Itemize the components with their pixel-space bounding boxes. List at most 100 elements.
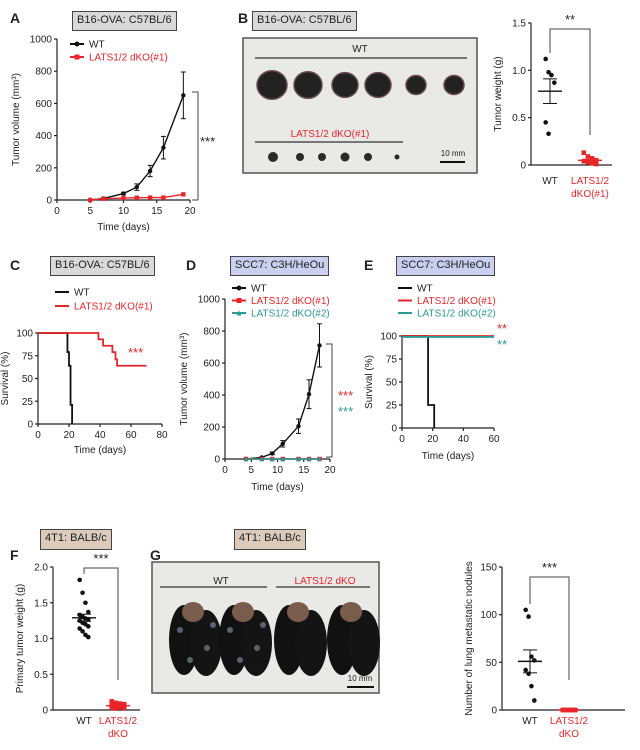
panel-g-y-axis-label: Number of lung metastatic nodules: [464, 561, 475, 716]
panel-c-x-axis-label: Time (days): [74, 445, 126, 456]
panel-label-f: F: [10, 547, 19, 563]
panel-a-x-tick-label: 10: [118, 206, 130, 217]
panel-a-data-point: [161, 145, 166, 150]
panel-g-metastatic-nodule: [204, 645, 210, 651]
panel-c-x-tick-label: 60: [125, 430, 137, 441]
panel-b-significance-stars: **: [565, 12, 575, 27]
panel-g-metastatic-nodule: [210, 622, 216, 628]
panel-c-legend-label: WT: [74, 288, 90, 299]
panel-d-y-tick-label: 800: [203, 327, 220, 338]
panel-a-x-tick-label: 15: [151, 206, 163, 217]
panel-g-metastatic-nodule: [227, 627, 233, 633]
panel-g-category-label: WT: [522, 716, 538, 727]
panel-f-category-label: WT: [76, 716, 92, 727]
panel-label-e: E: [364, 257, 374, 273]
panel-e-y-tick-label: 0: [391, 424, 397, 435]
panel-b-title: B16-OVA: C57BL/6: [252, 11, 357, 31]
panel-d-y-tick-label: 600: [203, 359, 220, 370]
panel-b-y-axis-label: Tumor weight (g): [493, 56, 504, 131]
panel-d-y-tick-label: 200: [203, 423, 220, 434]
panel-a-y-tick-label: 600: [35, 99, 52, 110]
panel-g-y-tick-label: 50: [486, 658, 498, 669]
panel-b-category-label: dKO(#1): [571, 189, 609, 200]
panel-c-x-tick-label: 40: [94, 430, 106, 441]
panel-f-data-point: [109, 699, 115, 704]
panel-d-data-point: [280, 441, 285, 446]
panel-c-y-tick-label: 50: [22, 374, 34, 385]
panel-a-data-point: [181, 192, 186, 197]
panel-f-y-tick-label: 2.0: [34, 563, 48, 574]
panel-a-y-tick-label: 800: [35, 67, 52, 78]
panel-c-x-tick-label: 0: [35, 430, 41, 441]
panel-b-data-point: [543, 56, 548, 62]
panel-e-survival-curve: [402, 335, 436, 428]
panel-a-legend-label: WT: [89, 40, 105, 51]
panel-b-y-tick-label: 1.5: [512, 19, 526, 30]
panel-d-y-axis-label: Tumor volume (mm³): [179, 333, 190, 426]
panel-a-significance-bracket: [192, 91, 199, 201]
panel-d-data-point: [259, 456, 264, 462]
panel-a-title: B16-OVA: C57BL/6: [72, 11, 177, 31]
panel-label-g: G: [150, 547, 161, 563]
panel-d-significance-stars: ***: [338, 404, 353, 419]
panel-d-x-tick-label: 5: [248, 465, 254, 476]
panel-e-significance-stars: **: [497, 321, 507, 336]
panel-a-data-point: [147, 195, 153, 200]
panel-b-wt-tumor: [364, 71, 392, 99]
panel-d-data-point: [296, 424, 301, 429]
panel-e-y-tick-label: 100: [380, 332, 397, 343]
panel-b-data-point: [546, 69, 551, 75]
panel-g-heart-tissue: [287, 602, 309, 622]
panel-f-data-point: [80, 590, 85, 596]
panel-b-data-point: [589, 160, 595, 166]
panel-e-legend-label: LATS1/2 dKO(#1): [417, 296, 496, 307]
panel-b-significance-bracket: [549, 28, 591, 135]
panel-g-photo-wt-label: WT: [213, 576, 229, 587]
panel-g-metastatic-nodule: [254, 645, 260, 651]
panel-b-ko-tumor: [318, 153, 326, 161]
panel-c-survival-curve: [38, 332, 73, 424]
panel-e-x-tick-label: 20: [427, 434, 439, 445]
panel-f-y-tick-label: 0: [42, 706, 48, 717]
panel-a-y-axis-label: Tumor volume (mm³): [11, 73, 22, 166]
panel-a-data-point: [121, 195, 126, 201]
panel-f-data-point: [80, 629, 85, 634]
panel-d-x-axis-label: Time (days): [251, 482, 303, 493]
panel-d-data-point: [306, 392, 312, 397]
panel-g-photo-ko-label: LATS1/2 dKO: [295, 576, 356, 587]
panel-b-wt-tumor: [405, 74, 427, 96]
panel-e-legend-label: LATS1/2 dKO(#2): [417, 309, 496, 320]
panel-a-x-axis-label: Time (days): [97, 222, 149, 233]
panel-d-x-tick-label: 20: [324, 465, 336, 476]
panel-b-data-point: [589, 156, 595, 161]
panel-b-category-label: LATS1/2: [571, 176, 610, 187]
panel-f-category-label: dKO: [108, 729, 128, 740]
panel-label-c: C: [10, 257, 21, 273]
panel-c-title: B16-OVA: C57BL/6: [50, 256, 155, 276]
panel-d-y-tick-label: 400: [203, 391, 220, 402]
panel-b-data-point: [585, 154, 591, 159]
panel-b-wt-tumor: [443, 74, 465, 96]
panel-b-ko-tumor: [296, 153, 304, 161]
panel-a-y-tick-label: 400: [35, 131, 52, 142]
panel-d-legend-label: LATS1/2 dKO(#2): [251, 309, 330, 320]
panel-b-scale-bar-label: 10 mm: [441, 149, 466, 158]
panel-b-data-point: [581, 150, 587, 155]
panel-f-data-point: [121, 705, 127, 711]
panel-d-data-point: [270, 451, 275, 456]
panel-a-data-point: [101, 196, 106, 201]
panel-b-y-tick-label: 0: [520, 161, 526, 172]
panel-b-category-label: WT: [542, 176, 558, 187]
panel-c-significance-stars: ***: [128, 345, 143, 360]
panel-d-data-point: [270, 456, 275, 462]
panel-label-a: A: [10, 10, 21, 26]
panel-f-data-point: [113, 706, 119, 711]
panel-f-title: 4T1: BALB/c: [40, 529, 112, 550]
panel-d-data-point: [296, 456, 301, 462]
panel-g-data-point: [532, 698, 537, 703]
panel-f-category-label: LATS1/2: [99, 716, 138, 727]
panel-f-y-axis-label: Primary tumor weight (g): [15, 584, 26, 693]
panel-b-ko-tumor: [394, 154, 400, 160]
panel-a-data-point: [121, 191, 126, 196]
panel-b-data-point: [585, 159, 591, 165]
